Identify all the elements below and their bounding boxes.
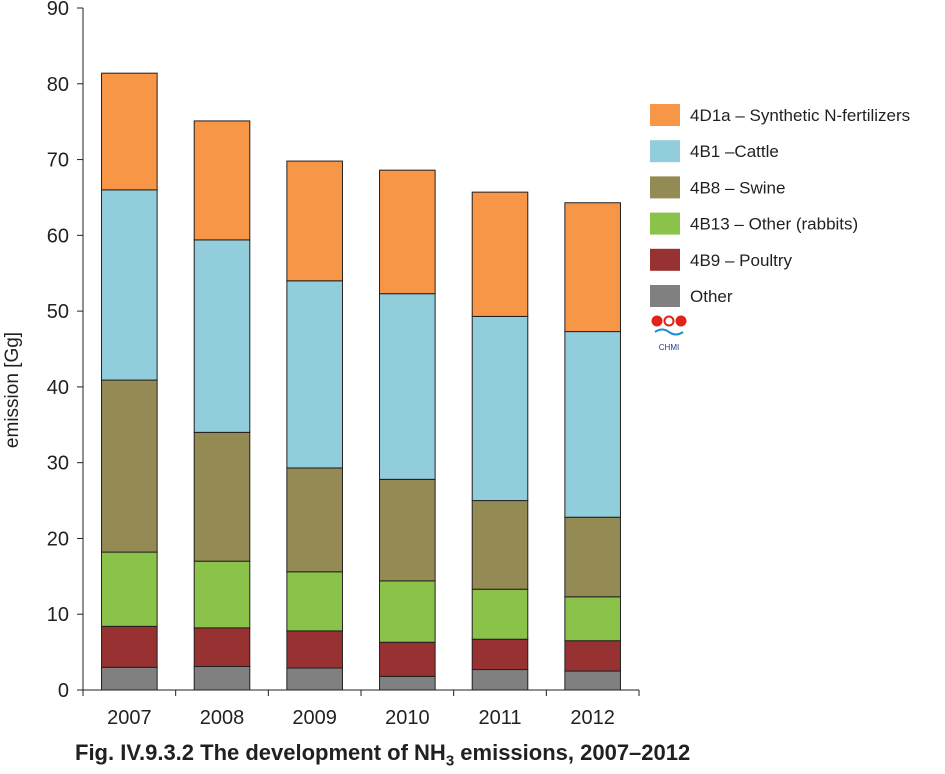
legend: 4D1a – Synthetic N-fertilizers 4B1 –Cattl… bbox=[650, 104, 910, 307]
bar-segment bbox=[379, 293, 436, 480]
logo-dot-right bbox=[675, 315, 687, 327]
x-tick-label: 2008 bbox=[200, 707, 245, 729]
y-tick-label: 0 bbox=[58, 680, 69, 702]
y-axis-title: emission [Gg] bbox=[2, 332, 23, 448]
x-axis: 2007 2008 2009 2010 2011 2012 bbox=[82, 689, 640, 729]
bar-segment bbox=[564, 331, 621, 518]
bar-segment bbox=[193, 120, 251, 241]
bar-segment bbox=[471, 638, 529, 671]
y-axis: 0 10 20 30 40 50 60 70 80 90 bbox=[47, 0, 84, 702]
bar-stack-2011 bbox=[471, 191, 529, 691]
y-tick-label: 70 bbox=[47, 150, 69, 172]
legend-swatch bbox=[650, 212, 680, 235]
bar-segment bbox=[101, 379, 158, 553]
bars bbox=[101, 72, 621, 691]
bar-segment bbox=[101, 189, 158, 381]
legend-label: 4B8 – Swine bbox=[690, 178, 785, 197]
bar-segment bbox=[379, 580, 436, 643]
figure-caption: Fig. IV.9.3.2 The development of NH3 emi… bbox=[75, 740, 690, 769]
x-tick-label: 2011 bbox=[478, 707, 521, 729]
bar-segment bbox=[193, 431, 251, 562]
y-tick-label: 60 bbox=[47, 225, 69, 247]
legend-swatch bbox=[650, 104, 680, 126]
bar-segment bbox=[286, 630, 343, 669]
legend-item: Other bbox=[650, 285, 733, 307]
legend-item: 4B8 – Swine bbox=[650, 176, 785, 199]
bar-segment bbox=[471, 669, 529, 691]
logo-text: CHMI bbox=[659, 343, 679, 352]
legend-label: Other bbox=[690, 287, 733, 306]
bar-segment bbox=[379, 641, 436, 677]
bar-stack-2007 bbox=[101, 72, 158, 691]
bar-segment bbox=[286, 571, 343, 632]
bar-segment bbox=[286, 280, 343, 469]
bar-segment bbox=[379, 675, 436, 691]
bar-stack-2010 bbox=[379, 169, 436, 691]
legend-swatch bbox=[650, 248, 680, 271]
bar-segment bbox=[193, 560, 251, 629]
logo-wave bbox=[654, 328, 684, 336]
legend-label: 4B13 – Other (rabbits) bbox=[690, 215, 858, 234]
bar-segment bbox=[564, 202, 621, 333]
legend-swatch bbox=[650, 176, 680, 199]
bar-segment bbox=[101, 551, 158, 627]
bar-segment bbox=[101, 625, 158, 668]
bar-stack-2008 bbox=[193, 120, 251, 691]
y-tick-label: 50 bbox=[47, 301, 69, 323]
legend-label: 4B9 – Poultry bbox=[690, 251, 793, 270]
bar-segment bbox=[101, 72, 158, 191]
legend-item: 4B13 – Other (rabbits) bbox=[650, 212, 858, 235]
chmi-logo: CHMI bbox=[651, 315, 687, 352]
logo-ring-center bbox=[663, 315, 675, 327]
legend-item: 4D1a – Synthetic N-fertilizers bbox=[650, 104, 910, 126]
y-tick-label: 80 bbox=[47, 74, 69, 96]
legend-label: 4B1 –Cattle bbox=[690, 142, 779, 161]
legend-item: 4B9 – Poultry bbox=[650, 248, 793, 271]
chart: 0 10 20 30 40 50 60 70 80 90 2007 2008 2009 2010 2011… bbox=[2, 0, 910, 729]
bar-segment bbox=[101, 666, 158, 691]
bar-segment bbox=[564, 670, 621, 691]
bar-stack-2009 bbox=[286, 160, 343, 691]
bar-segment bbox=[286, 667, 343, 691]
caption-subscript: 3 bbox=[445, 752, 455, 770]
y-tick-label: 20 bbox=[47, 528, 69, 550]
bar-segment bbox=[286, 467, 343, 573]
x-tick-label: 2009 bbox=[292, 707, 337, 729]
x-tick-label: 2012 bbox=[570, 707, 615, 729]
legend-swatch bbox=[650, 285, 680, 307]
bar-segment bbox=[471, 588, 529, 640]
logo-dot-left bbox=[651, 315, 663, 327]
bar-segment bbox=[564, 640, 621, 672]
y-tick-label: 90 bbox=[47, 0, 69, 20]
bar-segment bbox=[286, 160, 343, 282]
bar-segment bbox=[379, 478, 436, 582]
bar-segment bbox=[193, 666, 251, 691]
bar-segment bbox=[379, 169, 436, 295]
bar-segment bbox=[564, 516, 621, 598]
legend-swatch bbox=[650, 140, 680, 163]
caption-prefix: Fig. IV.9.3.2 The development of NH bbox=[75, 740, 446, 765]
x-tick-label: 2010 bbox=[385, 707, 430, 729]
y-tick-label: 30 bbox=[47, 453, 69, 475]
legend-label: 4D1a – Synthetic N-fertilizers bbox=[690, 106, 910, 125]
legend-item: 4B1 –Cattle bbox=[650, 140, 779, 163]
x-tick-label: 2007 bbox=[107, 707, 152, 729]
bar-segment bbox=[471, 191, 529, 317]
bar-segment bbox=[564, 596, 621, 642]
y-tick-label: 40 bbox=[47, 377, 69, 399]
bar-segment bbox=[193, 627, 251, 668]
bar-segment bbox=[471, 500, 529, 590]
caption-suffix: emissions, 2007–2012 bbox=[454, 740, 691, 765]
bar-stack-2012 bbox=[564, 202, 621, 691]
y-tick-label: 10 bbox=[47, 604, 69, 626]
bar-segment bbox=[471, 315, 529, 502]
bar-segment bbox=[193, 239, 251, 433]
